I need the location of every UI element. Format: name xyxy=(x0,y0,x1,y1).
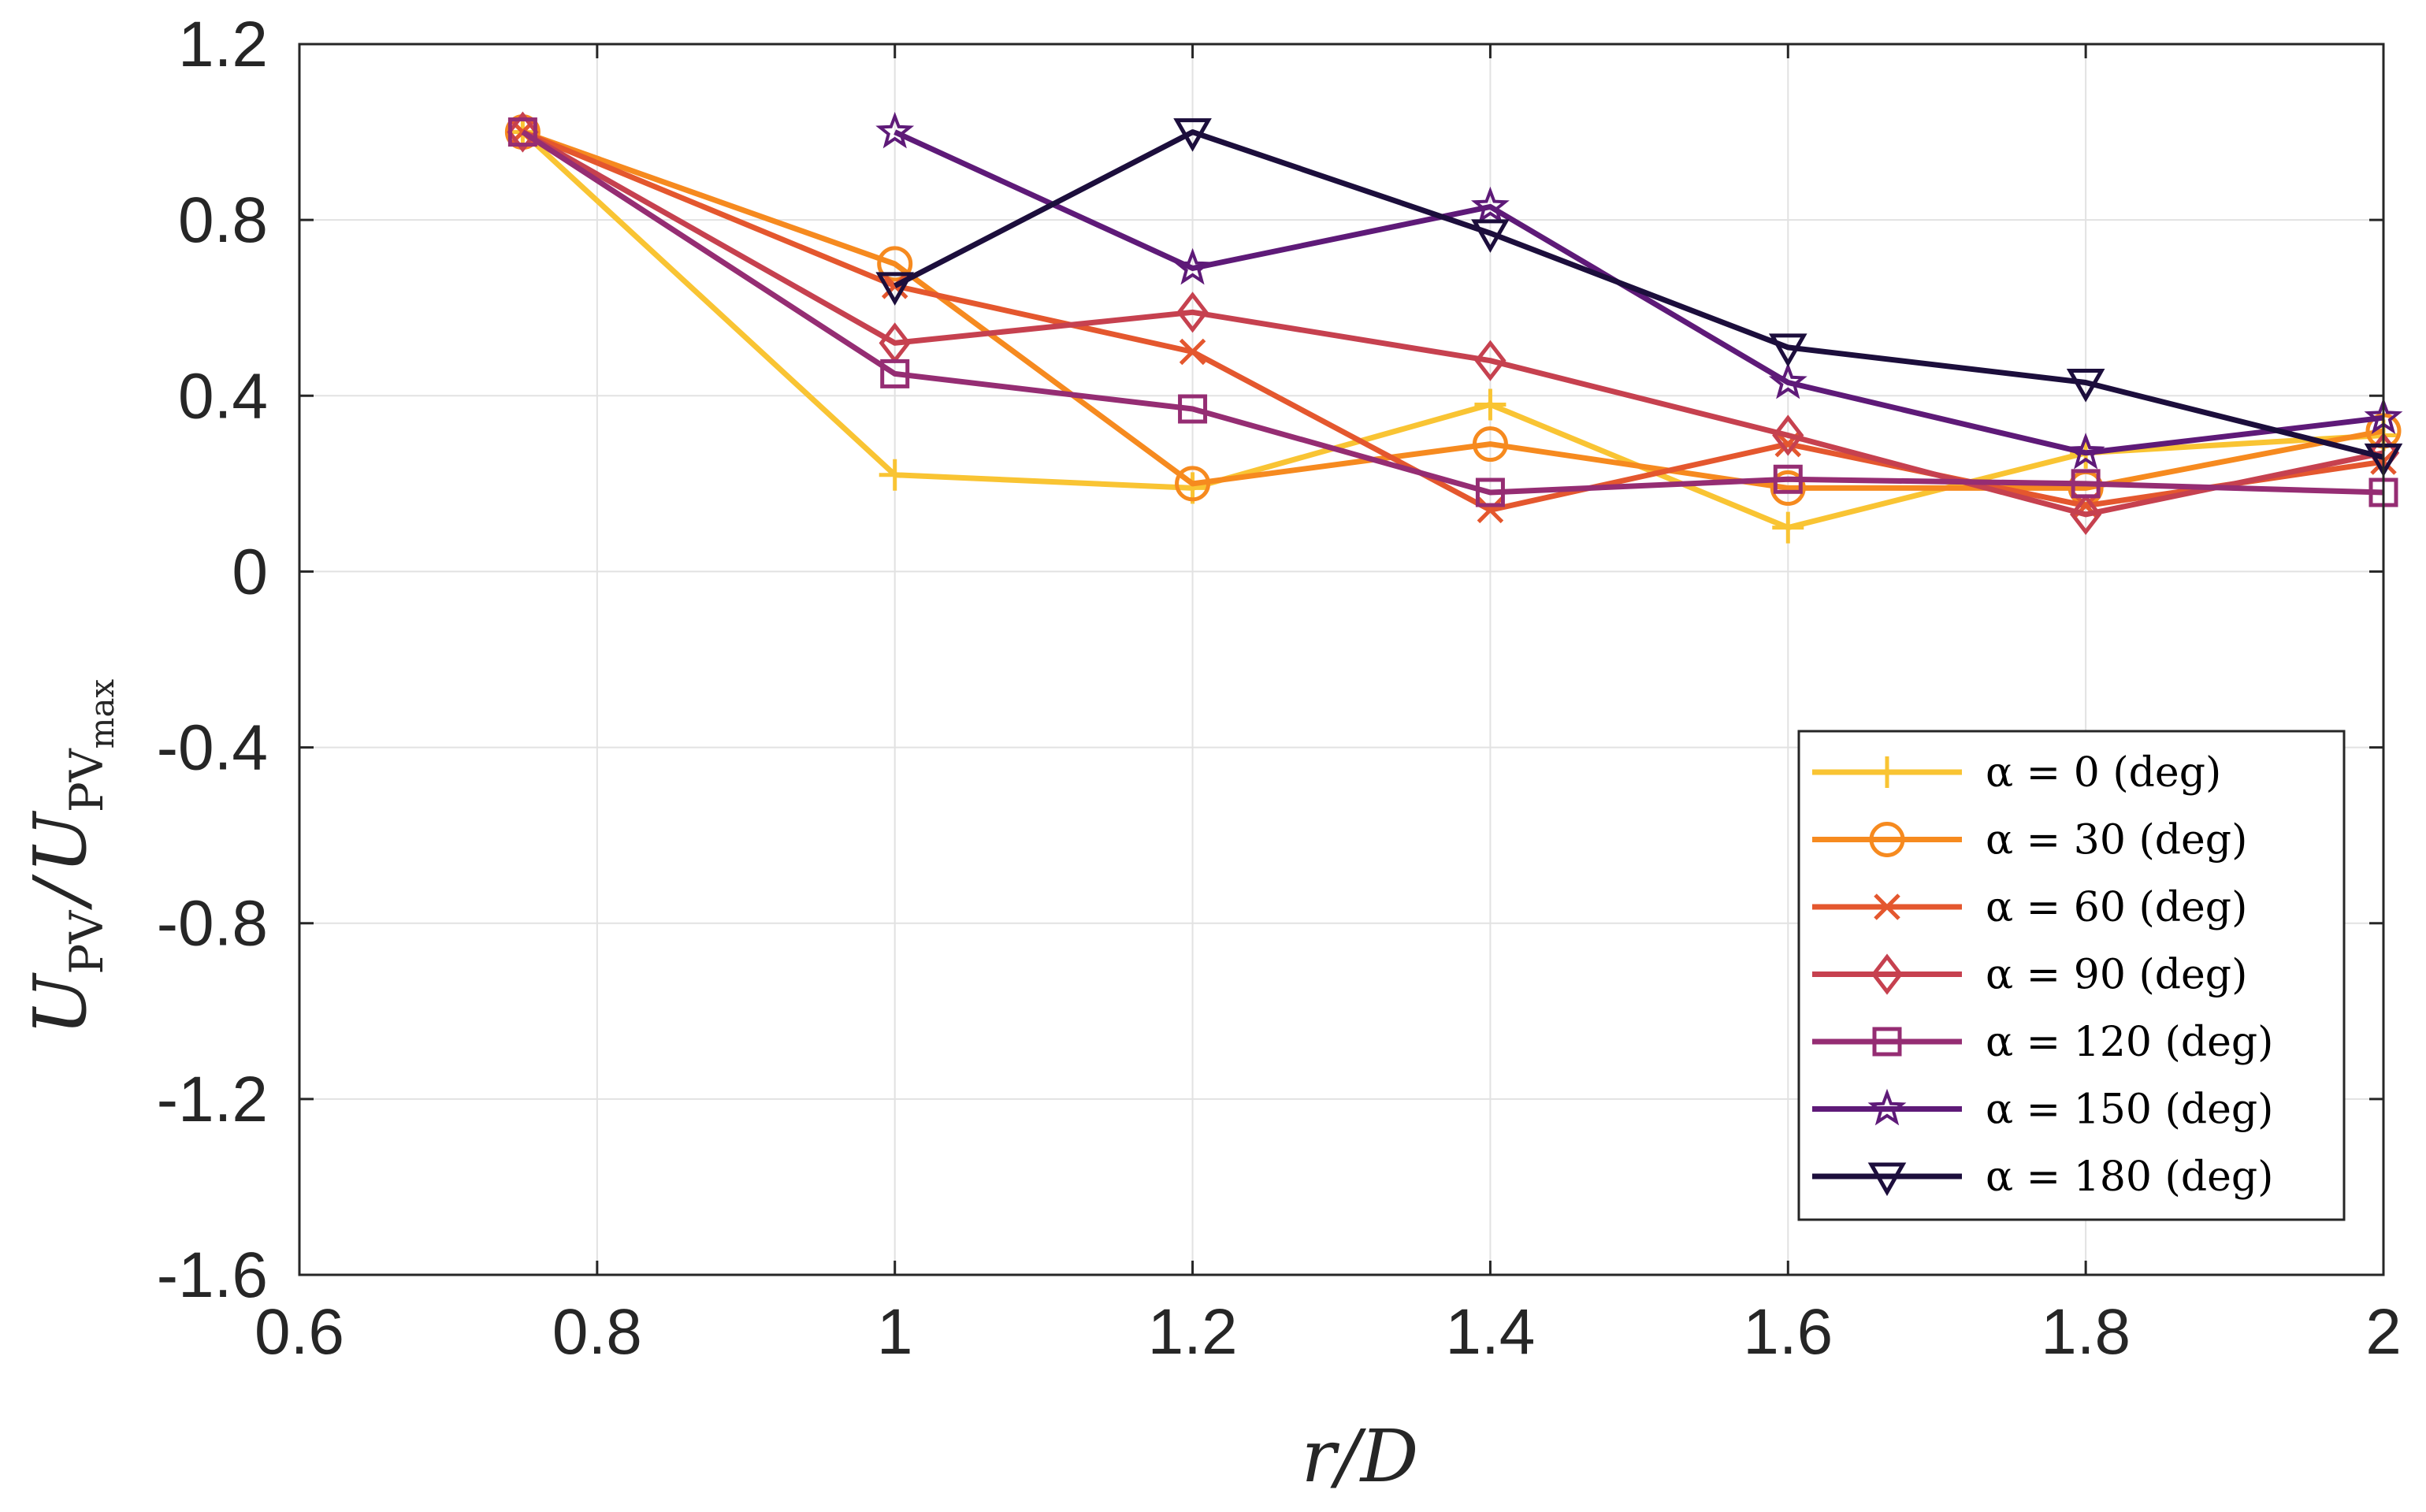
legend-item: α = 60 (deg) xyxy=(1812,884,2247,931)
legend-item: α = 0 (deg) xyxy=(1812,749,2221,797)
y-label-main-2: U xyxy=(18,810,102,874)
x-tick-label: 0.8 xyxy=(552,1296,642,1368)
y-label-subsub: max xyxy=(83,678,121,749)
legend-label: α = 180 (deg) xyxy=(1986,1154,2273,1201)
data-point xyxy=(2066,433,2105,470)
data-point xyxy=(1178,394,1208,424)
data-point xyxy=(1477,496,1504,524)
data-point xyxy=(1768,362,1807,399)
series-3 xyxy=(507,111,2400,535)
data-point xyxy=(1773,464,1803,494)
series-line xyxy=(522,129,2384,491)
data-point xyxy=(1772,511,1804,544)
data-point xyxy=(507,111,539,153)
legend-item: α = 180 (deg) xyxy=(1812,1154,2273,1201)
y-tick-label: -0.8 xyxy=(157,888,268,960)
data-point xyxy=(1176,292,1209,333)
y-tick-labels: -1.6 -1.2 -0.8 -0.4 0 0.4 0.8 1.2 xyxy=(157,9,268,1311)
data-point xyxy=(879,459,911,491)
legend-label: α = 120 (deg) xyxy=(1986,1019,2273,1066)
legend-item: α = 120 (deg) xyxy=(1812,1019,2273,1066)
series-6 xyxy=(875,118,2403,477)
legend-item: α = 30 (deg) xyxy=(1812,817,2247,864)
y-tick-label: 0.4 xyxy=(178,360,268,432)
x-axis-label: r/D xyxy=(1302,1414,1419,1499)
x-tick-labels: 0.6 0.8 1 1.2 1.4 1.6 1.8 2 xyxy=(254,1296,2402,1368)
series-line xyxy=(521,129,2384,496)
y-tick-label: -1.6 xyxy=(157,1239,268,1311)
data-point xyxy=(1173,247,1213,285)
x-tick-label: 1 xyxy=(877,1296,913,1368)
legend-marker xyxy=(1871,953,1904,995)
data-point xyxy=(1471,219,1510,253)
x-tick-label: 0.6 xyxy=(254,1296,344,1368)
data-point xyxy=(1175,466,1211,502)
data-point xyxy=(2071,469,2101,499)
legend-label: α = 60 (deg) xyxy=(1986,884,2247,931)
series-line xyxy=(893,129,2384,456)
data-point xyxy=(1474,388,1506,421)
legend-marker xyxy=(1869,822,1905,857)
x-tick-label: 1.6 xyxy=(1743,1296,1833,1368)
y-tick-label: 0.8 xyxy=(178,184,268,256)
legend-label: α = 90 (deg) xyxy=(1986,952,2247,999)
legend: α = 0 (deg) α = 30 (deg) α = 60 (deg) α = 9… xyxy=(1797,730,2346,1221)
data-point xyxy=(1770,470,1806,506)
legend-item: α = 150 (deg) xyxy=(1812,1087,2273,1134)
data-point xyxy=(881,273,908,299)
x-tick-label: 1.2 xyxy=(1148,1296,1238,1368)
plot-frame xyxy=(298,43,2385,1276)
legend-label: α = 30 (deg) xyxy=(1986,817,2247,864)
svg-text:UPV/UPVmax: UPV/UPVmax xyxy=(18,678,121,1035)
legend-item: α = 90 (deg) xyxy=(1812,952,2247,999)
data-point xyxy=(875,272,915,306)
y-label-main: U xyxy=(18,971,102,1035)
data-point xyxy=(877,246,913,282)
data-point xyxy=(1772,414,1804,456)
y-tick-label: -1.2 xyxy=(157,1064,268,1135)
y-tick-label: 0 xyxy=(232,536,268,607)
data-point xyxy=(1475,477,1505,507)
data-point xyxy=(1173,118,1212,152)
legend-marker xyxy=(1872,1027,1902,1057)
data-point xyxy=(1474,340,1506,381)
series-layer xyxy=(504,111,2403,544)
series-line xyxy=(521,129,2384,518)
legend-label: α = 0 (deg) xyxy=(1986,749,2221,797)
data-point xyxy=(2066,369,2105,403)
legend-marker xyxy=(1867,1162,1907,1197)
y-label-sub: PV xyxy=(60,910,113,975)
data-point xyxy=(1768,333,1807,367)
data-point xyxy=(507,117,537,147)
legend-label: α = 150 (deg) xyxy=(1986,1087,2273,1134)
data-point xyxy=(2069,493,2102,535)
data-point xyxy=(875,111,915,149)
x-tick-label: 1.8 xyxy=(2041,1296,2131,1368)
y-axis-label: UPV/UPVmax xyxy=(18,678,121,1035)
legend-marker xyxy=(1867,1088,1907,1126)
y-tick-label: 1.2 xyxy=(178,9,268,80)
y-tick-label: -0.4 xyxy=(157,712,268,784)
series-5 xyxy=(875,111,2403,470)
legend-marker xyxy=(1871,756,1903,788)
data-point xyxy=(1472,426,1508,463)
x-tick-label: 2 xyxy=(2365,1296,2402,1368)
data-point xyxy=(1179,338,1206,366)
data-point xyxy=(880,358,910,388)
legend-marker xyxy=(1874,893,1900,920)
series-line xyxy=(893,129,2384,460)
data-point xyxy=(1470,186,1510,224)
y-label-sub-2: PV xyxy=(60,748,113,812)
x-tick-label: 1.4 xyxy=(1445,1296,1535,1368)
